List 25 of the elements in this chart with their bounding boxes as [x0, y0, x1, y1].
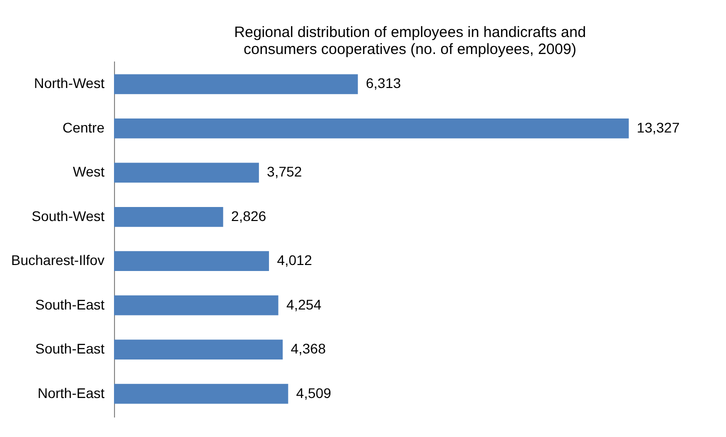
data-label: 4,368: [290, 340, 326, 357]
y-tick-label: North-West: [34, 75, 105, 92]
y-tick-label: Bucharest-Ilfov: [11, 252, 104, 268]
y-tick-label: South-West: [32, 208, 105, 224]
bar: [114, 206, 224, 227]
data-label: 3,752: [266, 164, 302, 180]
y-tick-label: North-East: [38, 384, 105, 401]
bar: [114, 384, 288, 404]
data-label: 2,826: [231, 208, 266, 224]
bar: [114, 295, 278, 316]
y-tick-label: South-East: [35, 296, 105, 312]
bar: [114, 162, 259, 183]
data-label: 4,254: [286, 296, 322, 312]
data-label: 6,313: [366, 75, 402, 92]
y-tick-label: West: [72, 164, 105, 180]
chart-title: Regional distribution of employees in handicrafts and consumers cooperatives (no. of employees, 2009): [234, 24, 586, 58]
data-label: 4,012: [276, 252, 312, 268]
bar: [114, 74, 358, 94]
data-label: 13,327: [636, 119, 680, 136]
bar: [114, 118, 629, 138]
y-tick-label: South-East: [35, 340, 105, 357]
bar: [114, 251, 269, 272]
y-tick-label: Centre: [62, 119, 105, 136]
data-label: 4,509: [296, 384, 332, 401]
bar: [114, 340, 283, 360]
